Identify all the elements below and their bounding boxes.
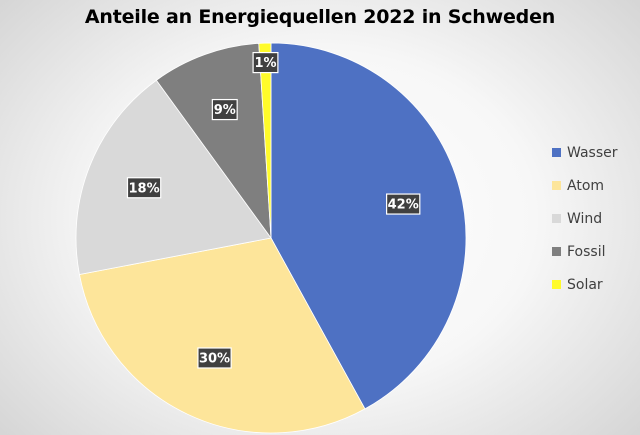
legend-item-wind: Wind bbox=[552, 202, 617, 235]
data-label-text: 42% bbox=[388, 198, 419, 213]
pie-slice-solar bbox=[258, 42, 272, 239]
data-label-atom: 30% bbox=[197, 347, 232, 369]
legend-label: Wind bbox=[567, 210, 603, 227]
legend-label: Fossil bbox=[567, 243, 606, 260]
legend-item-fossil: Fossil bbox=[552, 235, 617, 268]
data-label-box bbox=[126, 177, 162, 199]
data-label-box bbox=[386, 193, 421, 215]
legend-swatch bbox=[552, 148, 561, 157]
pie-slice-wasser bbox=[270, 42, 467, 410]
legend-swatch bbox=[552, 247, 561, 256]
legend-item-wasser: Wasser bbox=[552, 136, 617, 169]
chart-title: Anteile an Energiequellen 2022 in Schwed… bbox=[84, 6, 556, 28]
pie-slice-fossil bbox=[155, 42, 272, 240]
data-label-text: 30% bbox=[199, 352, 230, 367]
data-label-box bbox=[252, 51, 279, 74]
legend-label: Atom bbox=[567, 177, 605, 194]
legend-item-atom: Atom bbox=[552, 169, 617, 202]
legend-swatch bbox=[552, 214, 561, 223]
data-label-solar: 1% bbox=[252, 51, 279, 74]
data-label-text: 1% bbox=[254, 56, 276, 71]
data-label-wasser: 42% bbox=[386, 193, 421, 215]
pie-slice-atom bbox=[78, 237, 366, 434]
data-label-text: 9% bbox=[214, 103, 236, 118]
legend-item-solar: Solar bbox=[552, 268, 617, 301]
legend-label: Wasser bbox=[567, 144, 618, 161]
data-label-wind: 18% bbox=[126, 177, 162, 199]
legend-swatch bbox=[552, 181, 561, 190]
data-label-text: 18% bbox=[129, 181, 160, 196]
legend-swatch bbox=[552, 280, 561, 289]
legend-label: Solar bbox=[567, 276, 603, 293]
chart-legend: Wasser Atom Wind Fossil Solar bbox=[552, 136, 617, 301]
data-label-box bbox=[197, 347, 232, 369]
data-label-box bbox=[211, 98, 238, 121]
data-label-fossil: 9% bbox=[211, 98, 238, 121]
pie-slice-wind bbox=[75, 79, 272, 276]
